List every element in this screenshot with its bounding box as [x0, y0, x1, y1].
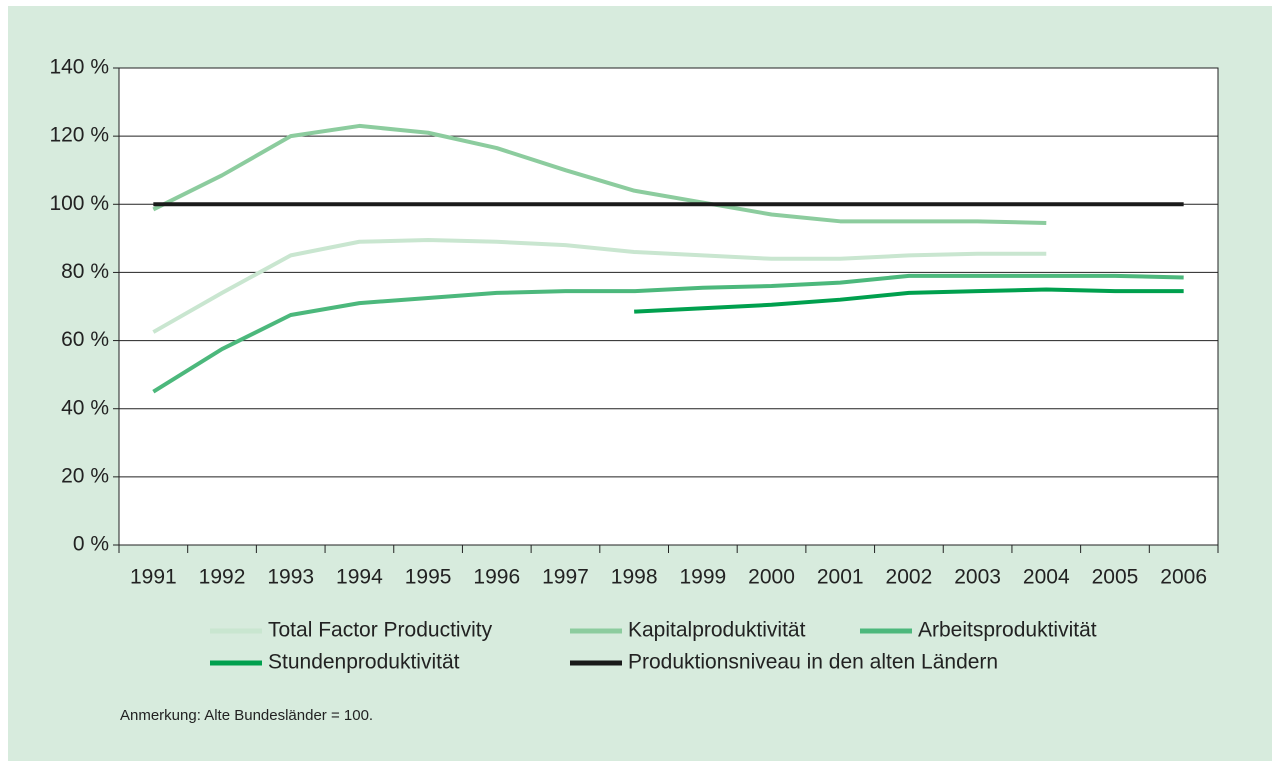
series-line: [634, 287, 1184, 314]
y-tick-label: 120 %: [49, 124, 109, 147]
x-tick-label: 2002: [886, 566, 933, 589]
legend-label: Total Factor Productivity: [268, 619, 493, 642]
x-tick-label: 1993: [267, 566, 314, 589]
note: Anmerkung: Alte Bundesländer = 100.: [120, 707, 373, 724]
x-tick-label: 1991: [130, 566, 177, 589]
plot-area: [118, 67, 1219, 546]
x-tick-label: 2003: [954, 566, 1001, 589]
x-tick-label: 1996: [473, 566, 520, 589]
series-line: [152, 238, 1047, 334]
legend-label: Stundenproduktivität: [268, 651, 460, 674]
x-tick-label: 1994: [336, 566, 383, 589]
legend-label: Kapitalproduktivität: [628, 619, 806, 642]
x-tick-label: 2005: [1092, 566, 1139, 589]
legend-label: Produktionsniveau in den alten Ländern: [628, 651, 998, 674]
x-tick-label: 2000: [748, 566, 795, 589]
y-tick-label: 40 %: [61, 396, 109, 419]
series-line: [152, 123, 1047, 226]
series-line: [152, 273, 1184, 394]
y-tick-label: 140 %: [49, 56, 109, 79]
y-tick-label: 60 %: [61, 328, 109, 351]
x-tick-label: 2001: [817, 566, 864, 589]
legend-label: Arbeitsproduktivität: [918, 619, 1097, 642]
y-tick-label: 100 %: [49, 192, 109, 215]
x-tick-label: 1999: [679, 566, 726, 589]
x-tick-label: 1997: [542, 566, 589, 589]
y-tick-label: 80 %: [61, 260, 109, 283]
y-tick-label: 20 %: [61, 464, 109, 487]
x-tick-label: 1995: [405, 566, 452, 589]
x-tick-label: 1998: [611, 566, 658, 589]
x-tick-label: 1992: [199, 566, 246, 589]
x-tick-label: 2004: [1023, 566, 1070, 589]
y-tick-label: 0 %: [73, 533, 109, 556]
x-tick-label: 2006: [1160, 566, 1207, 589]
